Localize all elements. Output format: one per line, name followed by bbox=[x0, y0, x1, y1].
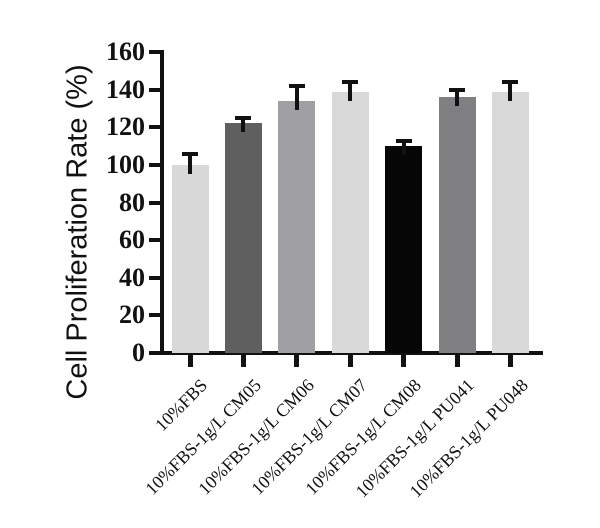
error-bar-cap bbox=[342, 80, 359, 85]
y-axis-tick bbox=[149, 351, 162, 355]
bar bbox=[278, 100, 316, 353]
x-axis-tick bbox=[240, 353, 246, 367]
error-bar-cap bbox=[449, 87, 465, 92]
y-axis-tick bbox=[149, 162, 162, 167]
error-bar-cap bbox=[235, 115, 252, 120]
y-axis-tick bbox=[149, 238, 162, 243]
y-axis-line bbox=[160, 50, 164, 355]
x-axis-tick bbox=[187, 353, 193, 367]
error-bar-cap bbox=[288, 83, 305, 88]
error-bar-stem bbox=[455, 87, 459, 107]
bar bbox=[171, 164, 209, 353]
error-bar-stem bbox=[188, 151, 192, 174]
error-bar-cap bbox=[182, 151, 198, 156]
error-bar-stem bbox=[508, 80, 513, 101]
x-axis-tick bbox=[294, 353, 300, 367]
error-bar-stem bbox=[241, 115, 246, 133]
y-axis-tick-label: 40 bbox=[119, 262, 145, 292]
error-bar-stem bbox=[348, 80, 353, 101]
x-axis-tick bbox=[401, 353, 407, 367]
error-bar-stem bbox=[401, 138, 406, 156]
y-axis-tick-label: 0 bbox=[132, 338, 145, 367]
bar bbox=[385, 146, 423, 353]
error-bar-cap bbox=[395, 138, 412, 143]
bar bbox=[224, 123, 262, 353]
y-axis-tick bbox=[149, 275, 162, 280]
bar bbox=[438, 97, 476, 353]
y-axis-tick bbox=[149, 200, 162, 205]
y-axis-tick bbox=[149, 313, 162, 318]
error-bar-cap bbox=[502, 80, 519, 85]
y-axis-tick-label: 160 bbox=[106, 37, 145, 66]
y-axis-tick bbox=[149, 50, 162, 54]
bar bbox=[331, 91, 369, 353]
y-axis-tick-label: 100 bbox=[106, 149, 145, 179]
error-bar-stem bbox=[294, 83, 299, 110]
y-axis-tick-label: 60 bbox=[119, 225, 145, 255]
x-axis-tick bbox=[454, 353, 460, 367]
y-axis-tick bbox=[149, 87, 162, 92]
y-axis-tick bbox=[149, 125, 162, 130]
x-axis-tick bbox=[347, 353, 353, 367]
bar bbox=[491, 91, 529, 353]
x-axis-tick bbox=[507, 353, 513, 367]
y-axis-tick-label: 140 bbox=[106, 74, 145, 104]
y-axis-tick-label: 80 bbox=[119, 187, 145, 217]
y-axis-tick-label: 20 bbox=[119, 300, 145, 330]
y-axis-tick-label: 120 bbox=[106, 112, 145, 142]
